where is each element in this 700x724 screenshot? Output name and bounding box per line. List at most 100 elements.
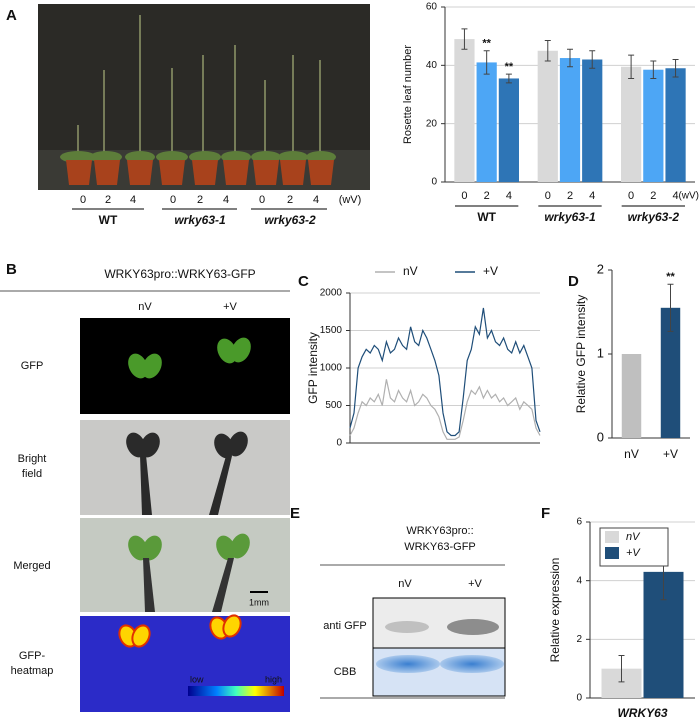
row-label: GFP	[21, 360, 44, 372]
y-tick-label: 20	[426, 118, 438, 129]
y-axis-label: GFP intensity	[306, 332, 320, 404]
y-tick-label: 0	[336, 438, 342, 449]
panel-b: WRKY63pro::WRKY63-GFP nV +V 1mm low high…	[0, 267, 290, 712]
panel-letter: A	[6, 7, 17, 24]
error-bar	[667, 283, 674, 332]
dose-label: 0	[80, 194, 86, 206]
bar	[665, 68, 686, 182]
bar	[559, 58, 581, 182]
x-sub-label: 4	[506, 190, 512, 202]
row-label: anti GFP	[323, 620, 366, 632]
panel-letter: D	[568, 273, 579, 290]
column-label: nV	[138, 301, 152, 313]
y-tick-label: 2	[597, 261, 604, 276]
y-tick-label: 1	[597, 345, 604, 360]
bar	[582, 59, 603, 182]
x-sub-label: 0	[545, 190, 551, 202]
row-label: field	[22, 468, 42, 480]
row-label: heatmap	[11, 665, 54, 677]
x-sub-label: 2	[484, 190, 490, 202]
dose-label: 2	[105, 194, 111, 206]
x-axis-label: WRKY63	[617, 706, 667, 720]
panel-title: WRKY63pro::WRKY63-GFP	[104, 267, 255, 281]
x-tick-label: +V	[663, 447, 678, 461]
legend-swatch	[605, 531, 619, 543]
significance: **	[666, 271, 675, 283]
y-tick-label: 1500	[320, 325, 343, 336]
y-tick-label: 6	[576, 517, 582, 528]
y-axis-label: Rosette leaf number	[402, 45, 414, 144]
bar	[454, 39, 475, 183]
bar	[621, 66, 642, 182]
error-bar	[505, 73, 512, 84]
y-axis-label: Relative GFP intensity	[574, 295, 588, 414]
legend-label: +V	[626, 547, 641, 559]
y-tick-label: 500	[325, 400, 342, 411]
line	[349, 307, 541, 437]
error-bar	[461, 28, 468, 50]
legend-swatch	[605, 547, 619, 559]
significance: **	[505, 61, 514, 73]
dose-label: 0	[259, 194, 265, 206]
x-sub-label: 4	[672, 190, 678, 202]
y-tick-label: 2000	[320, 288, 343, 299]
dose-label: 4	[313, 194, 319, 206]
x-sub-label: 0	[628, 190, 634, 202]
bar	[498, 78, 519, 182]
column-label: +V	[468, 578, 482, 590]
row-label: Merged	[13, 560, 50, 572]
dose-label: 0	[170, 194, 176, 206]
y-axis-label: Relative expression	[548, 558, 562, 663]
bar	[537, 50, 558, 182]
x-group-label: wrky63-2	[628, 210, 680, 224]
scale-bar-label: 1mm	[249, 597, 269, 607]
plant-photo	[38, 4, 370, 190]
error-bar	[589, 50, 596, 69]
error-bar	[544, 40, 551, 62]
dose-label: 2	[287, 194, 293, 206]
legend-label: nV	[403, 264, 418, 278]
panel-letter: C	[298, 273, 309, 290]
colorbar-label: high	[265, 674, 282, 684]
bar	[476, 62, 497, 182]
line	[349, 379, 541, 440]
error-bar	[628, 54, 635, 79]
error-bar	[650, 60, 657, 79]
x-sub-label: 2	[650, 190, 656, 202]
dose-label: 2	[197, 194, 203, 206]
y-tick-label: 60	[426, 2, 438, 13]
y-tick-label: 0	[576, 693, 582, 704]
error-bar	[567, 48, 573, 68]
column-label: nV	[398, 578, 412, 590]
error-bar	[618, 654, 625, 683]
dose-label: 4	[130, 194, 136, 206]
error-bar	[483, 50, 490, 75]
y-tick-label: 4	[576, 575, 582, 586]
y-tick-label: 0	[597, 429, 604, 444]
panel-letter: B	[6, 261, 17, 278]
panel-title: WRKY63-GFP	[404, 541, 476, 553]
y-tick-label: 1000	[320, 363, 343, 374]
x-sub-label: 2	[567, 190, 573, 202]
panel-letter: E	[290, 505, 300, 522]
dose-label: 4	[223, 194, 229, 206]
legend-label: +V	[483, 264, 498, 278]
panel-title: WRKY63pro::	[406, 525, 473, 537]
row-label: GFP-	[19, 650, 46, 662]
x-tick-label: nV	[624, 447, 639, 461]
panel-e: WRKY63pro:: WRKY63-GFP nV +V anti GFP CB…	[320, 525, 506, 697]
dose-unit: (wV)	[339, 194, 362, 206]
genotype-label: wrky63-2	[264, 213, 316, 227]
y-tick-label: 0	[431, 177, 437, 188]
x-unit: (wV)	[678, 191, 699, 202]
bar	[621, 354, 642, 438]
genotype-label: WT	[99, 213, 118, 227]
bar	[660, 307, 681, 438]
y-tick-label: 2	[576, 634, 582, 645]
error-bar	[672, 59, 679, 78]
row-label: CBB	[334, 666, 357, 678]
y-tick-label: 40	[426, 60, 438, 71]
row-label: Bright	[18, 453, 47, 465]
x-group-label: wrky63-1	[544, 210, 596, 224]
